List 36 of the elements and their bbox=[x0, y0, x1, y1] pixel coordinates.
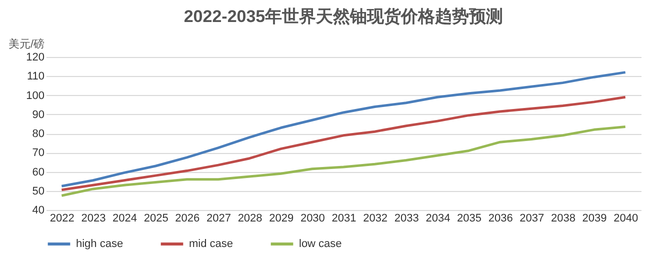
y-tick-label: 40 bbox=[32, 204, 44, 216]
legend-label: high case bbox=[76, 238, 124, 250]
line-series bbox=[60, 96, 627, 192]
y-tick-label: 50 bbox=[32, 185, 44, 198]
line-series bbox=[60, 126, 627, 197]
x-tick-label: 2039 bbox=[582, 212, 607, 224]
line-series bbox=[60, 71, 627, 188]
x-tick-label: 2036 bbox=[488, 212, 513, 224]
y-axis-title: 美元/磅 bbox=[8, 38, 45, 50]
x-tick-label: 2040 bbox=[614, 212, 638, 224]
x-tick-label: 2026 bbox=[175, 212, 200, 224]
legend-label: low case bbox=[299, 238, 342, 250]
y-tick-label: 100 bbox=[26, 90, 44, 102]
y-tick-label: 70 bbox=[32, 147, 44, 160]
x-tick-label: 2023 bbox=[81, 212, 106, 224]
x-tick-label: 2022 bbox=[50, 212, 74, 224]
x-tick-label: 2028 bbox=[238, 212, 262, 224]
x-tick-label: 2030 bbox=[300, 212, 325, 224]
x-tick-label: 2025 bbox=[144, 212, 168, 224]
x-tick-label: 2034 bbox=[426, 212, 450, 224]
y-tick-label: 80 bbox=[32, 128, 44, 140]
x-tick-label: 2027 bbox=[206, 212, 231, 224]
x-tick-label: 2033 bbox=[394, 212, 419, 224]
legend-label: mid case bbox=[189, 238, 234, 250]
x-tick-label: 2037 bbox=[520, 212, 544, 224]
y-tick-label: 90 bbox=[32, 108, 44, 121]
y-tick-label: 110 bbox=[26, 70, 44, 83]
y-tick-label: 120 bbox=[26, 52, 44, 64]
x-tick-label: 2035 bbox=[457, 212, 482, 224]
x-tick-label: 2032 bbox=[363, 212, 388, 224]
x-tick-label: 2031 bbox=[332, 212, 356, 224]
x-tick-label: 2024 bbox=[112, 212, 138, 224]
chart-title: 2022-2035年世界天然铀现货价格趋势预测 bbox=[184, 7, 504, 26]
y-tick-label: 60 bbox=[32, 166, 44, 178]
x-tick-label: 2038 bbox=[550, 212, 576, 224]
x-tick-label: 2029 bbox=[269, 212, 294, 224]
